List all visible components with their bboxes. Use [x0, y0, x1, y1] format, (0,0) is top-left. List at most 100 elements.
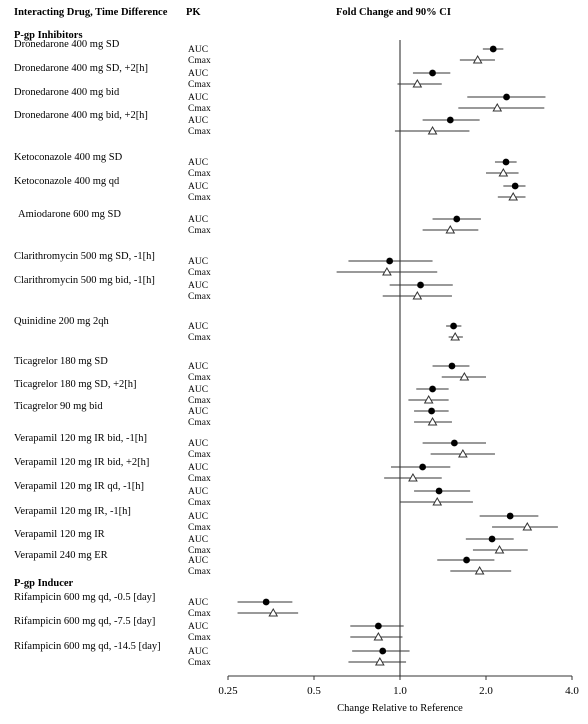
auc-point [429, 69, 436, 77]
pk-label-auc: AUC [188, 93, 208, 103]
cmax-point [498, 167, 509, 177]
pk-label-cmax: Cmax [188, 193, 211, 203]
cmax-point [427, 416, 438, 426]
auc-point [435, 487, 443, 495]
pk-label-auc: AUC [188, 535, 208, 545]
auc-point [488, 535, 496, 543]
x-tick-label: 1.0 [393, 685, 407, 697]
pk-label-auc: AUC [188, 407, 208, 417]
auc-point [417, 281, 424, 289]
pk-label-auc: AUC [188, 647, 208, 657]
auc-point [463, 556, 470, 564]
pk-label-auc: AUC [188, 322, 208, 332]
auc-point [429, 385, 436, 393]
x-tick-label: 0.5 [307, 685, 321, 697]
pk-label-cmax: Cmax [188, 373, 211, 383]
row-label: Dronedarone 400 mg SD, +2[h] [14, 63, 148, 74]
auc-point [262, 598, 270, 606]
pk-label-auc: AUC [188, 69, 208, 79]
auc-point [506, 512, 514, 520]
row-label: Clarithromycin 500 mg bid, -1[h] [14, 275, 155, 286]
pk-label-auc: AUC [188, 362, 208, 372]
x-tick-label: 4.0 [565, 685, 579, 697]
pk-label-cmax: Cmax [188, 546, 211, 556]
cmax-point [432, 496, 443, 506]
auc-point [453, 215, 461, 223]
pk-label-auc: AUC [188, 116, 208, 126]
row-label: Amiodarone 600 mg SD [18, 209, 121, 220]
cmax-point [408, 472, 418, 482]
row-label: Quinidine 200 mg 2qh [14, 316, 110, 327]
row-label: Ticagrelor 180 mg SD [14, 356, 108, 367]
pk-label-auc: AUC [188, 439, 208, 449]
auc-point [511, 182, 519, 190]
header-right: Fold Change and 90% CI [336, 7, 451, 18]
pk-label-auc: AUC [188, 257, 208, 267]
pk-label-auc: AUC [188, 182, 208, 192]
cmax-point [427, 125, 438, 135]
x-axis: 0.25 0.5 1.0 2.0 4.0 [218, 675, 579, 697]
row-label: Verapamil 120 mg IR [14, 529, 105, 540]
row-label: Ketoconazole 400 mg qd [14, 176, 120, 187]
x-tick-label: 2.0 [479, 685, 493, 697]
pk-label-auc: AUC [188, 45, 208, 55]
cmax-point [459, 371, 470, 381]
auc-point [503, 93, 510, 101]
auc-point [374, 622, 382, 630]
cmax-point [412, 290, 423, 300]
row-label: Rifampicin 600 mg qd, -14.5 [day] [14, 641, 161, 652]
pk-label-cmax: Cmax [188, 169, 211, 179]
pk-label-cmax: Cmax [188, 633, 211, 643]
auc-point [450, 439, 458, 447]
auc-point [448, 362, 456, 370]
pk-label-auc: AUC [188, 215, 208, 225]
row-label: Verapamil 120 mg IR bid, -1[h] [14, 433, 147, 444]
header-pk: PK [186, 7, 201, 18]
pk-label-cmax: Cmax [188, 333, 211, 343]
auc-point [419, 463, 427, 471]
cmax-point [474, 565, 485, 575]
pk-label-auc: AUC [188, 158, 208, 168]
cmax-point [374, 656, 385, 666]
pk-label-auc: AUC [188, 463, 208, 473]
cmax-point [412, 78, 423, 88]
pk-label-cmax: Cmax [188, 396, 211, 406]
row-label: Verapamil 240 mg ER [14, 550, 108, 561]
cmax-point [445, 224, 456, 234]
cmax-point [494, 544, 505, 554]
pk-label-auc: AUC [188, 622, 208, 632]
row-label: Clarithromycin 500 mg SD, -1[h] [14, 251, 155, 262]
auc-point [446, 116, 454, 124]
auc-point [428, 407, 435, 415]
pk-label-cmax: Cmax [188, 268, 211, 278]
pk-label-cmax: Cmax [188, 56, 211, 66]
row-label: Verapamil 120 mg IR qd, -1[h] [14, 481, 144, 492]
auc-point [386, 257, 394, 265]
cmax-point [268, 607, 279, 617]
row-label: Verapamil 120 mg IR, -1[h] [14, 506, 131, 517]
auc-point [489, 45, 497, 53]
row-label: Dronedarone 400 mg SD [14, 39, 120, 50]
pk-label-auc: AUC [188, 556, 208, 566]
cmax-point [450, 331, 461, 341]
pk-label-cmax: Cmax [188, 292, 211, 302]
pk-label-cmax: Cmax [188, 658, 211, 668]
pk-label-cmax: Cmax [188, 226, 211, 236]
cmax-point [508, 191, 519, 201]
cmax-point [373, 631, 384, 641]
x-axis-label: Change Relative to Reference [337, 703, 463, 714]
auc-point [450, 322, 457, 330]
group-title: P-gp Inducer [14, 578, 74, 589]
pk-label-auc: AUC [188, 281, 208, 291]
pk-label-cmax: Cmax [188, 127, 211, 137]
auc-point [502, 158, 510, 166]
pk-label-auc: AUC [188, 487, 208, 497]
pk-label-cmax: Cmax [188, 609, 211, 619]
pk-label-cmax: Cmax [188, 474, 211, 484]
row-label: Rifampicin 600 mg qd, -0.5 [day] [14, 592, 155, 603]
pk-label-cmax: Cmax [188, 418, 211, 428]
pk-label-cmax: Cmax [188, 80, 211, 90]
cmax-point [423, 394, 434, 404]
cmax-point [492, 102, 503, 112]
